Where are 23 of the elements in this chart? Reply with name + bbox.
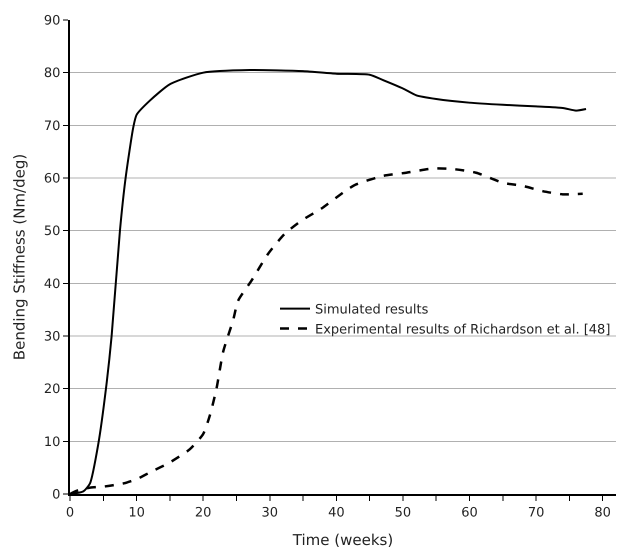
x-axis-title: Time (weeks): [292, 531, 394, 550]
x-tick-label: 0: [66, 506, 74, 521]
legend-label: Simulated results: [315, 302, 429, 318]
y-tick-label: 50: [44, 224, 60, 240]
y-tick-label: 80: [44, 66, 60, 82]
x-tick-label: 40: [328, 506, 345, 521]
y-tick-label: 40: [44, 276, 60, 292]
x-tick-label: 70: [528, 506, 544, 521]
y-tick-label: 90: [44, 14, 60, 29]
y-tick-label: 30: [44, 330, 60, 345]
y-tick-label: 20: [44, 382, 60, 398]
legend-label: Experimental results of Richardson et al. [48]: [315, 322, 610, 338]
y-axis-title: Bending Stiffness (Nm/deg): [10, 154, 29, 360]
x-tick-label: 80: [594, 506, 611, 521]
y-tick-label: 0: [52, 488, 60, 503]
y-tick-label: 60: [44, 172, 60, 187]
y-tick-label: 10: [44, 434, 60, 450]
x-tick-label: 30: [261, 506, 278, 521]
x-tick-label: 50: [394, 506, 412, 521]
x-tick-label: 20: [194, 506, 212, 521]
x-tick-label: 60: [461, 506, 478, 521]
y-tick-label: 70: [44, 118, 60, 134]
x-tick-label: 10: [128, 506, 145, 521]
